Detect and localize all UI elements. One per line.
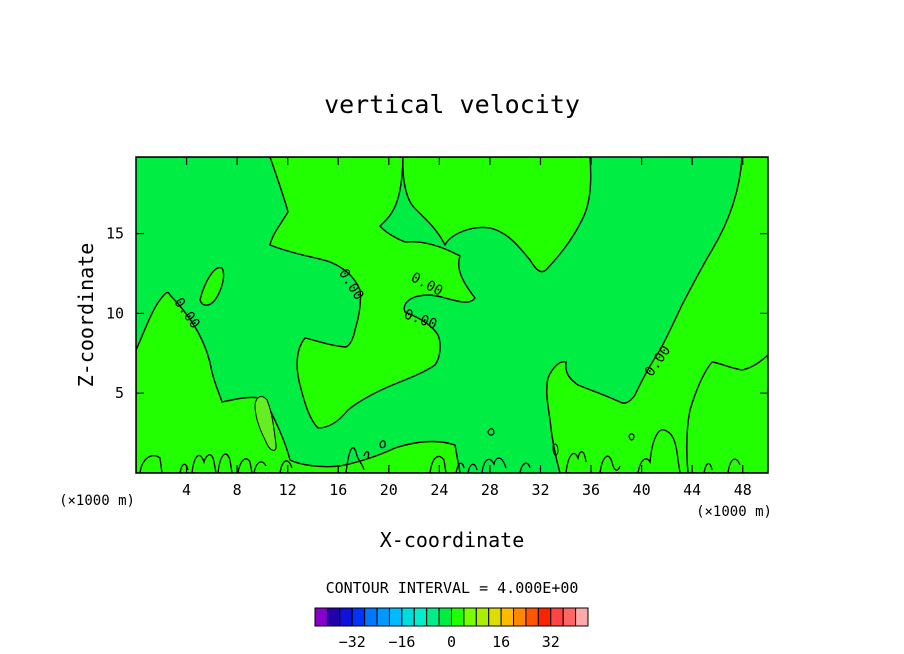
colorbar-cell (500, 607, 515, 627)
colorbar-cell (351, 607, 366, 627)
colorbar-tick-label: 0 (447, 633, 456, 651)
surface-bumps (139, 429, 741, 473)
colorbar-cell (475, 607, 490, 627)
small-contour-4 (628, 433, 635, 441)
colorbar-tick-label: −16 (388, 633, 415, 651)
y-tick-label: 5 (115, 384, 124, 402)
plot-frame (135, 156, 769, 474)
plot-field (136, 157, 768, 473)
colorbar-cell (451, 607, 465, 627)
colorbar-cell (364, 607, 378, 627)
x-tick-label: 32 (531, 481, 549, 499)
colorbar-cell (575, 607, 589, 627)
colorbar-cell (537, 607, 552, 627)
colorbar-cell (562, 607, 577, 627)
colorbar-cell (513, 607, 527, 627)
colorbar-tick-label: 32 (542, 633, 560, 651)
positive-region-left (136, 157, 476, 429)
chart-title: vertical velocity (324, 90, 580, 119)
peak-region (254, 396, 277, 451)
colorbar-cell (488, 607, 502, 627)
colorbar-cell (463, 607, 477, 627)
x-tick-label: 36 (582, 481, 600, 499)
colorbar-cell (326, 607, 341, 627)
x-tick-label: 12 (279, 481, 297, 499)
small-contour-3 (379, 440, 386, 449)
x-tick-label: 16 (329, 481, 347, 499)
axis-ticks (136, 157, 768, 473)
colorbar-cell (339, 607, 353, 627)
colorbar-cell (388, 607, 403, 627)
x-tick-label: 40 (633, 481, 651, 499)
y-axis-label: Z-coordinate (74, 243, 98, 388)
small-contour-2 (487, 428, 495, 436)
x-units-left: (×1000 m) (59, 493, 135, 509)
colorbar-tick-label: −32 (339, 633, 366, 651)
y-tick-label: 15 (106, 225, 124, 243)
x-tick-label: 20 (380, 481, 398, 499)
positive-region-top-mid (402, 157, 592, 273)
colorbar-cell (550, 607, 564, 627)
x-tick-label: 28 (481, 481, 499, 499)
x-tick-label: 4 (182, 481, 191, 499)
contour-interval-text: CONTOUR INTERVAL = 4.000E+00 (326, 579, 579, 597)
x-tick-label: 24 (430, 481, 448, 499)
colorbar-cell (376, 607, 390, 627)
x-tick-label: 48 (734, 481, 752, 499)
colorbar (314, 607, 589, 627)
small-contour-1 (199, 266, 225, 306)
colorbar-cell (413, 607, 428, 627)
y-tick-labels: 5 10 15 (106, 225, 124, 403)
x-tick-labels: 4 8 12 16 20 24 28 32 36 40 44 48 (182, 481, 752, 499)
colorbar-cell (314, 607, 328, 627)
x-units-right: (×1000 m) (696, 504, 772, 520)
x-tick-label: 44 (683, 481, 701, 499)
colorbar-cell (525, 607, 539, 627)
x-tick-label: 8 (233, 481, 242, 499)
x-axis-label: X-coordinate (380, 528, 525, 552)
positive-region-right (546, 157, 768, 473)
positive-region-left-lower (136, 291, 461, 473)
small-contour-5 (552, 443, 559, 456)
colorbar-cell (426, 607, 440, 627)
colorbar-tick-label: 16 (492, 633, 510, 651)
colorbar-cell (401, 607, 415, 627)
y-tick-label: 10 (106, 304, 124, 322)
colorbar-labels: −32 −16 0 16 32 (339, 633, 560, 651)
colorbar-cell (438, 607, 453, 627)
